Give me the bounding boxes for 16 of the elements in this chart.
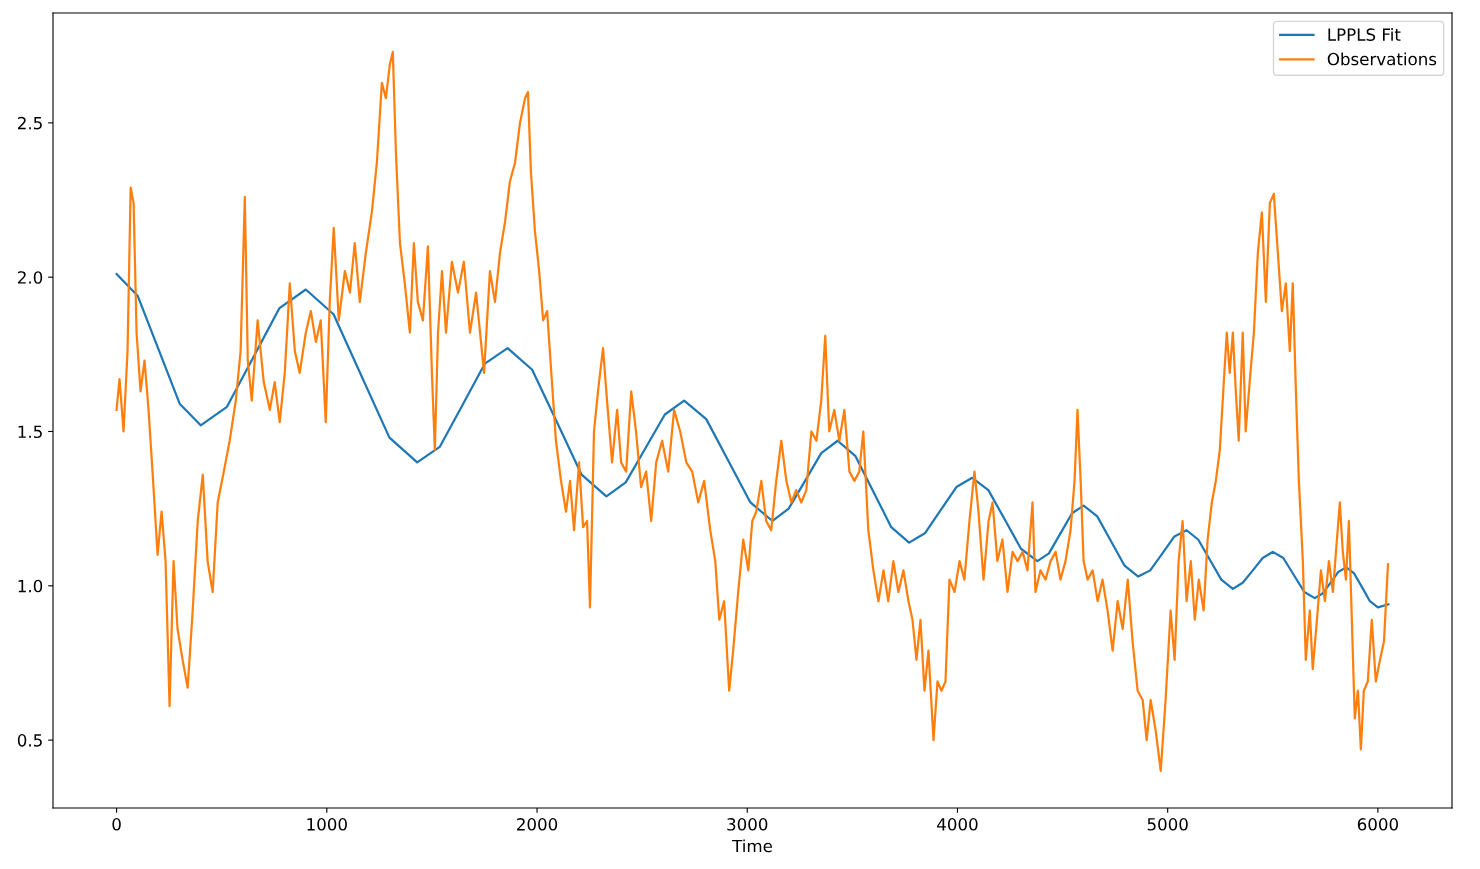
y-tick-label: 2.0 bbox=[17, 271, 43, 284]
legend-label: Observations bbox=[1327, 52, 1437, 66]
y-tick-label: 0.5 bbox=[17, 734, 42, 747]
x-tick-label: 4000 bbox=[937, 818, 978, 831]
y-tick-label: 1.5 bbox=[18, 425, 42, 439]
x-tick-label: 2000 bbox=[517, 818, 558, 831]
x-tick-label: 3000 bbox=[727, 818, 768, 831]
x-tick-label: 1000 bbox=[307, 818, 347, 831]
x-tick-label: 6000 bbox=[1357, 818, 1398, 831]
x-tick-label: 5000 bbox=[1147, 818, 1188, 831]
line-series bbox=[115, 272, 1390, 609]
x-tick-label: 0 bbox=[112, 818, 121, 831]
y-tick-label: 2.5 bbox=[17, 116, 42, 130]
legend-label: LPPLS Fit bbox=[1328, 28, 1401, 41]
x-axis-title: Time bbox=[732, 839, 772, 853]
y-tick-label: 1.0 bbox=[18, 579, 43, 593]
